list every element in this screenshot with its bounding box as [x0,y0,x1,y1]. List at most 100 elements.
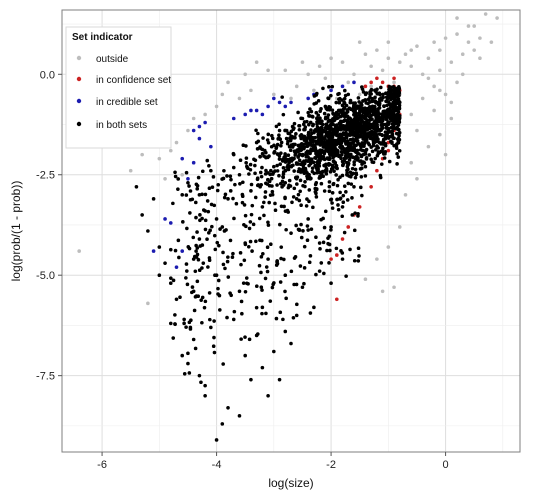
point-both [369,157,373,162]
point-both [221,262,226,267]
point-both [318,175,323,180]
point-both [242,223,246,227]
point-both [173,313,177,317]
point-both [372,123,376,128]
point-both [381,109,386,114]
point-both [331,153,335,158]
point-both [340,214,345,219]
point-both [214,438,219,442]
point-both [389,125,394,130]
point-both [274,146,278,151]
point-both [312,305,316,310]
point-both [281,175,285,179]
point-both [315,91,319,96]
point-outside [415,44,419,48]
point-both [367,153,372,157]
point-both [277,122,281,127]
point-both [301,228,305,233]
point-both [241,180,245,185]
point-both [173,174,178,179]
point-both [370,160,375,164]
point-both [371,112,376,117]
point-both [305,224,310,228]
point-both [346,181,351,186]
point-both [352,228,357,233]
point-both [300,116,305,121]
point-both [168,247,173,252]
point-both [396,114,401,118]
point-both [194,249,198,253]
point-both [290,156,294,161]
point-both [373,156,377,161]
point-both [307,114,311,118]
point-both [295,175,300,179]
point-credible [283,104,288,109]
point-both [396,120,401,124]
point-both [205,199,210,203]
point-both [180,193,185,197]
point-both [302,281,306,286]
point-both [305,238,310,243]
point-both [362,160,367,165]
point-both [185,226,189,231]
point-both [190,285,195,289]
point-both [267,183,272,188]
point-both [321,155,326,159]
point-both [188,211,192,215]
point-both [349,129,353,133]
point-both [359,107,364,111]
point-both [353,133,357,138]
point-outside [392,285,396,290]
point-both [337,91,341,96]
point-both [339,156,343,160]
point-confidence [369,80,373,85]
point-both [368,115,372,119]
point-both [393,102,398,106]
point-both [200,320,204,325]
point-both [315,116,319,121]
point-both [384,125,389,129]
point-outside [243,72,247,77]
point-both [311,205,315,210]
point-both [326,113,331,117]
point-both [378,128,382,132]
point-outside [375,48,379,52]
point-both [313,189,318,194]
point-both [271,282,275,287]
point-both [390,140,394,144]
point-both [337,100,342,105]
point-both [226,197,230,201]
point-both [307,122,311,127]
point-both [345,161,349,165]
point-both [284,227,288,232]
point-both [384,117,389,122]
point-both [356,259,361,263]
point-both [279,256,283,261]
point-both [327,184,332,189]
point-both [198,218,202,223]
point-both [367,111,372,115]
point-both [328,197,333,202]
x-tick-label: -2 [326,459,336,471]
point-credible [243,112,247,117]
x-axis-title: log(size) [268,476,313,490]
point-both [283,155,287,159]
point-both [269,144,274,149]
point-credible [168,221,173,225]
point-both [370,99,374,104]
point-both [283,157,288,162]
point-both [195,230,199,234]
point-both [348,98,353,103]
point-both [329,134,334,139]
point-both [203,192,208,197]
point-both [329,138,333,142]
point-both [308,254,313,258]
point-both [289,269,294,274]
point-both [397,127,401,132]
point-both [363,98,368,102]
point-both [375,87,379,92]
point-both [176,238,181,243]
point-both [203,393,207,398]
point-both [267,179,272,184]
